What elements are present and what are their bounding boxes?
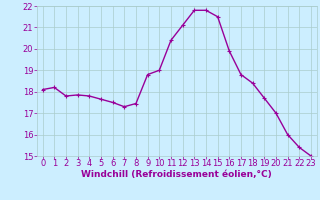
X-axis label: Windchill (Refroidissement éolien,°C): Windchill (Refroidissement éolien,°C)	[81, 170, 272, 179]
